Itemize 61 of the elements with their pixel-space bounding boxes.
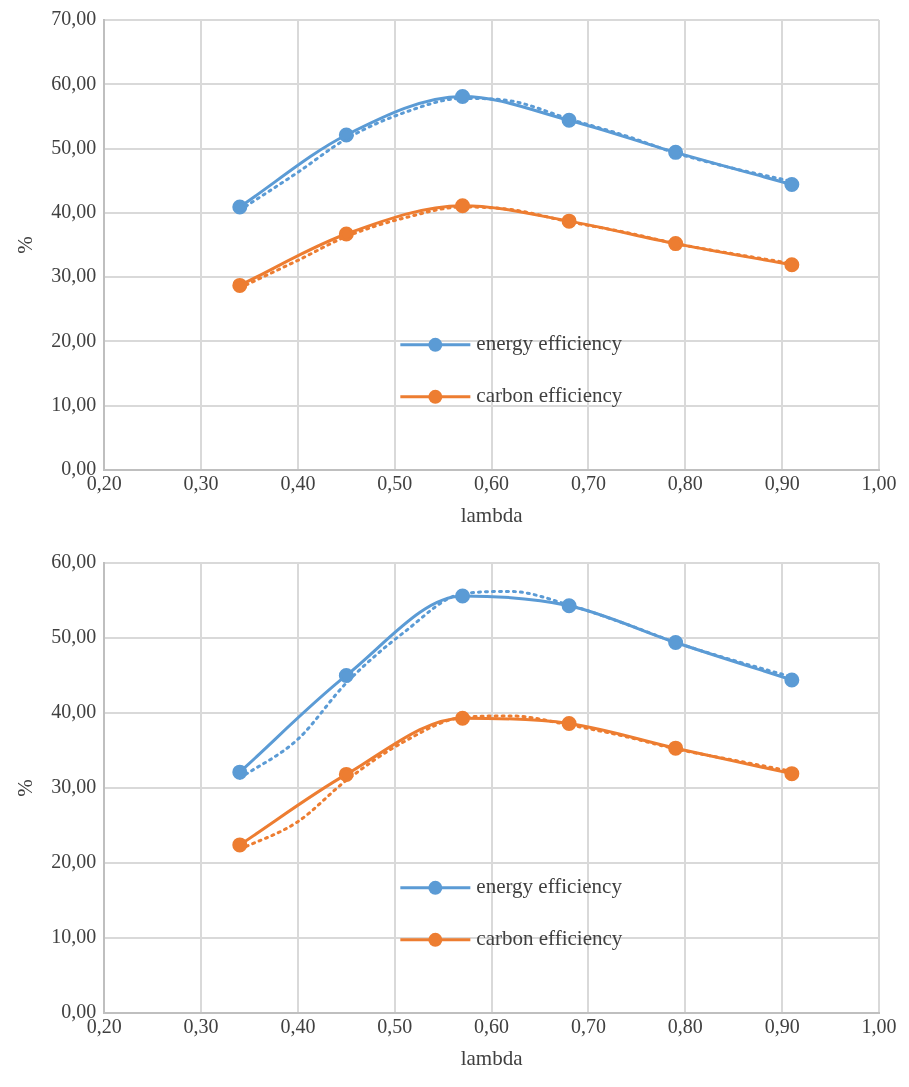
x-tick-label: 0,70 <box>570 1015 606 1038</box>
x-tick-label: 0,30 <box>183 1015 219 1038</box>
x-tick-label: 0,90 <box>764 1015 800 1038</box>
point <box>232 277 248 293</box>
point <box>668 634 684 650</box>
point <box>784 672 800 688</box>
x-tick-label: 0,40 <box>280 1015 316 1038</box>
y-tick-label: 30,00 <box>51 264 97 287</box>
legend-label: energy efficiency <box>476 874 623 899</box>
point <box>338 226 354 242</box>
point <box>668 144 684 160</box>
point <box>338 766 354 782</box>
x-tick-label: 0,50 <box>377 1015 413 1038</box>
x-tick-label: 0,70 <box>570 472 606 495</box>
point <box>232 764 248 780</box>
y-tick-label: 30,00 <box>51 775 97 798</box>
x-tick-label: 0,60 <box>474 1015 510 1038</box>
point <box>232 837 248 853</box>
point <box>668 236 684 252</box>
y-tick-label: 50,00 <box>51 625 97 648</box>
y-tick-label: 10,00 <box>51 392 97 415</box>
legend-label: energy efficiency <box>476 331 623 356</box>
x-tick-label: 1,00 <box>861 472 897 495</box>
point <box>338 667 354 683</box>
legend-label: carbon efficiency <box>476 926 623 951</box>
y-tick-label: 20,00 <box>51 328 97 351</box>
x-axis-title: lambda <box>460 1045 524 1070</box>
point <box>784 766 800 782</box>
point <box>784 257 800 273</box>
x-tick-label: 0,90 <box>764 472 800 495</box>
y-tick-label: 20,00 <box>51 850 97 873</box>
point <box>455 588 471 604</box>
point <box>455 198 471 214</box>
legend-label: carbon efficiency <box>476 383 623 408</box>
y-tick-label: 10,00 <box>51 925 97 948</box>
x-axis-title: lambda <box>460 502 524 527</box>
point <box>784 177 800 192</box>
x-tick-label: 0,30 <box>183 472 219 495</box>
point <box>232 199 248 215</box>
x-tick-label: 0,40 <box>280 472 316 495</box>
y-tick-label: 40,00 <box>51 700 97 723</box>
point <box>455 88 471 104</box>
point <box>338 127 354 143</box>
point <box>561 598 577 614</box>
y-tick-label: 40,00 <box>51 200 97 223</box>
y-tick-label: 50,00 <box>51 135 97 158</box>
point <box>668 740 684 756</box>
x-tick-label: 0,60 <box>474 472 510 495</box>
x-tick-label: 0,50 <box>377 472 413 495</box>
x-tick-label: 1,00 <box>861 1015 897 1038</box>
y-axis-title: % <box>13 236 38 254</box>
x-tick-label: 0,80 <box>667 1015 703 1038</box>
point <box>561 213 577 229</box>
point <box>561 715 577 731</box>
point <box>455 710 471 726</box>
y-axis-title: % <box>13 779 38 797</box>
x-tick-label: 0,80 <box>667 472 703 495</box>
y-tick-label: 70,00 <box>51 7 97 30</box>
y-tick-label: 60,00 <box>51 550 97 573</box>
y-tick-label: 60,00 <box>51 71 97 94</box>
point <box>561 112 577 128</box>
